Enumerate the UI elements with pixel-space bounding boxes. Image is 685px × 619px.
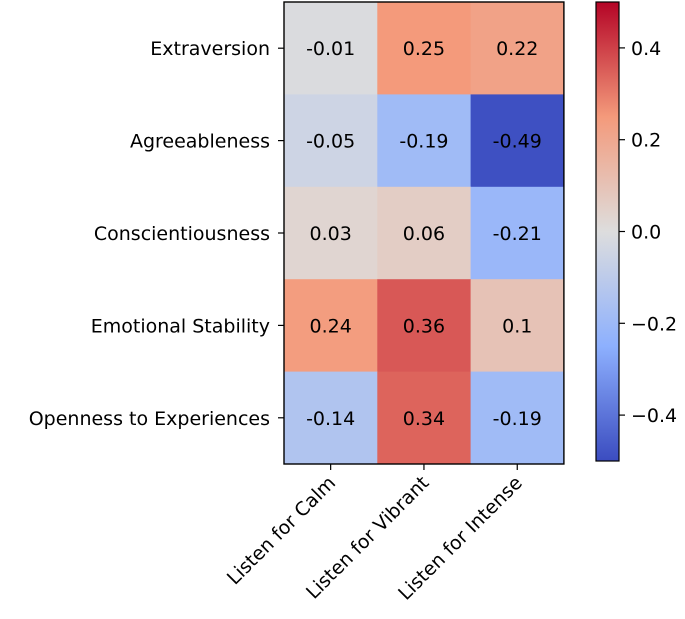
- row-label: Agreeableness: [130, 131, 270, 153]
- cell-value-label: 0.36: [403, 315, 445, 337]
- cell-value-label: 0.1: [502, 315, 532, 337]
- row-labels: Extraversion Agreeableness Conscientiousne…: [29, 38, 284, 430]
- heatmap-cell: [284, 186, 378, 280]
- row-label: Conscientiousness: [94, 223, 270, 245]
- heatmap-cell: [377, 279, 472, 373]
- colorbar-tick-label: 0.0: [631, 222, 661, 244]
- cell-value-label: -0.49: [493, 131, 542, 153]
- colorbar: [595, 1, 620, 462]
- heatmap-cell: [377, 2, 472, 95]
- cell-value-label: -0.05: [306, 131, 355, 153]
- heatmap-cell: [470, 279, 565, 373]
- heatmap-cell: [377, 186, 472, 280]
- row-label: Openness to Experiences: [29, 408, 270, 430]
- heatmap-cell: [470, 371, 565, 465]
- heatmap-cell: [470, 2, 565, 95]
- row-label: Extraversion: [150, 38, 270, 60]
- heatmap-cell: [377, 94, 472, 188]
- colorbar-ticks: 0.4 0.2 0.0 −0.2 −0.4: [619, 38, 677, 427]
- cell-value-label: 0.22: [496, 38, 538, 60]
- cell-value-label: -0.01: [306, 38, 355, 60]
- heatmap-cell: [284, 2, 378, 95]
- cell-value-label: -0.14: [306, 408, 355, 430]
- heatmap-cell: [470, 186, 565, 280]
- colorbar-tick-label: −0.4: [631, 405, 677, 427]
- heatmap-cell: [284, 279, 378, 373]
- heatmap-cell: [377, 371, 472, 465]
- cell-value-label: -0.21: [493, 223, 542, 245]
- cell-value-label: 0.25: [403, 38, 445, 60]
- cell-value-label: -0.19: [493, 408, 542, 430]
- colorbar-tick-label: −0.2: [631, 313, 677, 335]
- heatmap-cell: [470, 94, 565, 188]
- cell-value-label: -0.19: [399, 131, 448, 153]
- cell-value-label: 0.24: [309, 315, 351, 337]
- colorbar-tick-label: 0.4: [631, 38, 661, 60]
- cell-value-label: 0.34: [403, 408, 445, 430]
- cell-value-label: 0.03: [309, 223, 351, 245]
- heatmap-cells: -0.01 0.25 0.22 -0.05 -0.19 -0.49 0.03 0.06 -0.2…: [284, 2, 565, 465]
- cell-value-label: 0.06: [403, 223, 445, 245]
- colorbar-tick-label: 0.2: [631, 130, 661, 152]
- heatmap-cell: [284, 94, 378, 188]
- row-label: Emotional Stability: [91, 315, 270, 337]
- heatmap-cell: [284, 371, 378, 465]
